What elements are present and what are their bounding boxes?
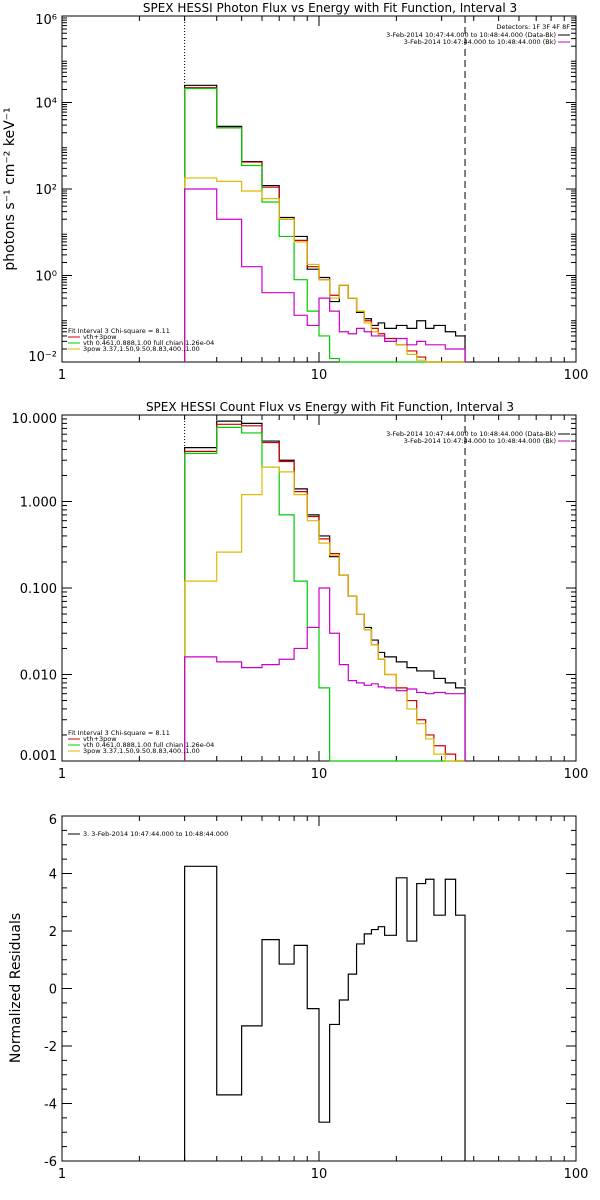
residuals-y-axis-label: Normalized Residuals	[8, 913, 24, 1063]
series-data-bk	[184, 84, 466, 362]
photon-flux-y-axis-label: photons s⁻¹ cm⁻² keV⁻¹	[2, 107, 18, 270]
series-vth	[184, 426, 466, 762]
legend-label: vth 0.461,0.888,1.00 full chian 1.26e-04	[83, 741, 214, 749]
x-tick-label: 10	[311, 368, 328, 383]
y-tick-label: 10.000	[12, 412, 58, 427]
x-tick-label: 10	[311, 1167, 328, 1182]
photon-flux-fit-legend: Fit Interval 3 Chi-square = 8.11vth+3pow…	[68, 327, 214, 353]
y-tick-label: -6	[44, 1155, 57, 1170]
y-tick-label: 10⁻²	[28, 350, 57, 365]
photon-flux-panel: SPEX HESSI Photon Flux vs Energy with Fi…	[2, 1, 588, 383]
x-tick-label: 100	[564, 368, 589, 383]
x-tick-label: 1	[58, 767, 66, 782]
series-3pow	[184, 466, 466, 762]
y-tick-label: 10⁴	[35, 97, 57, 112]
y-tick-label: 4	[49, 868, 57, 883]
photon-flux-series	[184, 84, 466, 363]
y-tick-label: 10⁰	[35, 270, 57, 285]
legend-label: vth+3pow	[83, 735, 117, 743]
y-tick-label: -4	[44, 1098, 57, 1113]
count-flux-title: SPEX HESSI Count Flux vs Energy with Fit…	[146, 400, 514, 414]
y-tick-label: 10²	[35, 183, 57, 198]
photon-flux-fit-range-lines	[184, 16, 466, 362]
x-tick-label: 1	[58, 368, 66, 383]
fit-summary-label: Fit Interval 3 Chi-square = 8.11	[68, 327, 170, 335]
y-tick-label: -2	[44, 1040, 57, 1055]
legend-label: 3pow 3.37,1.50,9.50,8.83,400.,1.00	[83, 345, 200, 353]
photon-flux-detector-info: Detectors: 1F 3F 4F 8F	[496, 23, 570, 31]
series-3pow	[184, 177, 466, 363]
y-tick-label: 1.000	[20, 496, 57, 511]
legend-label: 3-Feb-2014 10:47:44.000 to 10:48:44.000 …	[404, 38, 556, 46]
series-vth	[184, 87, 466, 363]
count-flux-series	[184, 420, 466, 762]
series-bk	[184, 188, 466, 362]
count-flux-y-ticks: 0.001 0.010 0.100 1.000 10.000	[12, 412, 576, 764]
residuals-x-ticks: 1 10 100	[58, 816, 589, 1182]
legend-label: 3. 3-Feb-2014 10:47:44.000 to 10:48:44.0…	[83, 830, 228, 838]
y-tick-label: 2	[49, 925, 57, 940]
legend-label: 3-Feb-2014 10:47:44.000 to 10:48:44.000 …	[386, 430, 556, 438]
photon-flux-title: SPEX HESSI Photon Flux vs Energy with Fi…	[143, 1, 517, 15]
x-tick-label: 10	[311, 767, 328, 782]
photon-flux-detectors-text: Detectors: 1F 3F 4F 8F	[496, 23, 570, 31]
residuals-panel: Normalized Residuals 1 10 100 -6 -4 -2 0 2 4 6 3…	[8, 813, 588, 1182]
photon-flux-legend: 3-Feb-2014 10:47:44.000 to 10:48:44.000 …	[386, 31, 570, 46]
y-tick-label: 6	[49, 813, 57, 828]
series-bk	[184, 587, 466, 761]
y-tick-label: 0	[49, 983, 57, 998]
legend-label: 3-Feb-2014 10:47:44.000 to 10:48:44.000 …	[386, 31, 556, 39]
legend-label: 3pow 3.37,1.50,9.50,8.83,400.,1.00	[83, 747, 200, 755]
photon-flux-x-ticks: 1 10 100	[58, 16, 589, 383]
x-tick-label: 100	[564, 767, 589, 782]
series-vth-3pow	[184, 423, 466, 762]
residuals-y-ticks: -6 -4 -2 0 2 4 6	[44, 813, 576, 1170]
count-flux-panel: SPEX HESSI Count Flux vs Energy with Fit…	[12, 400, 589, 782]
residuals-legend: 3. 3-Feb-2014 10:47:44.000 to 10:48:44.0…	[68, 830, 228, 838]
count-flux-legend: 3-Feb-2014 10:47:44.000 to 10:48:44.000 …	[386, 430, 570, 445]
count-flux-x-ticks: 1 10 100	[58, 415, 589, 782]
count-flux-fit-legend: Fit Interval 3 Chi-square = 8.11vth+3pow…	[68, 729, 214, 755]
y-tick-label: 10⁶	[35, 13, 57, 28]
legend-label: 3-Feb-2014 10:47:44.000 to 10:48:44.000 …	[404, 437, 556, 445]
series-data-bk	[184, 420, 466, 761]
series-3-3-feb-2014-10-47-44-000-to-10-48-44-000	[184, 865, 466, 1161]
y-tick-label: 0.001	[20, 749, 57, 764]
photon-flux-y-ticks: 10⁻² 10⁰ 10² 10⁴ 10⁶	[28, 13, 576, 365]
y-tick-label: 0.010	[20, 669, 57, 684]
fit-summary-label: Fit Interval 3 Chi-square = 8.11	[68, 729, 170, 737]
legend-label: vth+3pow	[83, 333, 117, 341]
y-tick-label: 0.100	[20, 582, 57, 597]
x-tick-label: 1	[58, 1167, 66, 1182]
residuals-series	[184, 865, 466, 1161]
legend-label: vth 0.461,0.888,1.00 full chian 1.26e-04	[83, 339, 214, 347]
x-tick-label: 100	[564, 1167, 589, 1182]
